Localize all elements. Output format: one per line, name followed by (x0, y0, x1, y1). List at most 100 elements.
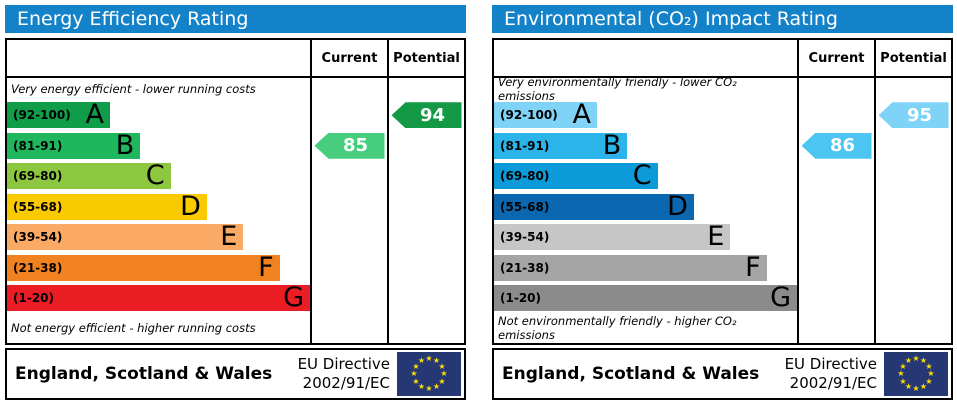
top-caption: Very environmentally friendly - lower CO… (498, 75, 737, 103)
band-D-bar: (55-68) D (7, 190, 207, 222)
current-rating-arrow: 85 (314, 132, 385, 159)
band-E-range: (39-54) (500, 230, 550, 245)
band-F-range: (21-38) (500, 260, 550, 275)
energy-footer: England, Scotland & Wales EU Directive 2… (5, 348, 466, 400)
current-column-cell (310, 191, 387, 222)
band-F-letter: F (745, 251, 761, 283)
current-column-cell: 85 (310, 130, 387, 161)
eu-star-icon: ★ (417, 356, 426, 365)
current-rating-arrow-value: 86 (829, 135, 856, 157)
co2-rating-table: Current Potential Very environmentally f… (492, 38, 953, 345)
eu-star-icon: ★ (904, 381, 913, 391)
potential-column-cell: 94 (387, 100, 464, 131)
band-row: (69-80) C (7, 161, 310, 192)
potential-column-cell (387, 222, 464, 253)
band-C-letter: C (145, 160, 165, 192)
potential-column-cell (874, 191, 951, 222)
current-column-cell (797, 283, 874, 314)
band-G-range: (1-20) (500, 291, 541, 306)
eu-star-icon: ★ (438, 376, 446, 386)
potential-column-cell (874, 252, 951, 283)
current-column-cell (310, 78, 387, 100)
band-A-range: (92-100) (13, 108, 71, 123)
eu-star-icon: ★ (912, 384, 920, 393)
current-column-cell (310, 252, 387, 283)
eu-star-icon: ★ (417, 381, 426, 391)
current-rating-arrow-value: 85 (342, 135, 369, 157)
band-C-bar: (69-80) C (7, 160, 171, 192)
eu-star-icon: ★ (432, 356, 441, 365)
current-column-cell: 86 (797, 130, 874, 161)
potential-column-cell (874, 283, 951, 314)
band-E-bar: (39-54) E (494, 223, 731, 251)
band-D-letter: D (180, 190, 201, 222)
band-row: (21-38) F (494, 253, 797, 284)
band-row: (92-100) A (494, 100, 797, 131)
region-label: England, Scotland & Wales (15, 364, 273, 384)
potential-rating-arrow-value: 95 (906, 104, 933, 126)
band-E-letter: E (220, 221, 238, 253)
band-C-range: (69-80) (13, 169, 63, 184)
eu-directive-label: EU Directive 2002/91/EC (297, 355, 390, 392)
eu-star-icon: ★ (412, 361, 420, 371)
band-B-bar: (81-91) B (494, 132, 628, 159)
band-row: (55-68) D (494, 192, 797, 223)
potential-column-cell (387, 283, 464, 314)
band-A-letter: A (85, 99, 105, 131)
top-caption: Very energy efficient - lower running co… (11, 82, 256, 96)
band-F-letter: F (258, 251, 274, 283)
co2-title: Environmental (CO₂) Impact Rating (504, 8, 838, 30)
band-A-bar: (92-100) A (7, 99, 111, 131)
band-row: (39-54) E (7, 222, 310, 253)
potential-column-cell (874, 161, 951, 192)
current-column-cell (797, 252, 874, 283)
potential-column-cell (387, 191, 464, 222)
current-rating-arrow: 86 (801, 132, 872, 159)
band-row: (21-38) F (7, 253, 310, 284)
bottom-caption: Not environmentally friendly - higher CO… (498, 314, 737, 342)
band-row: (1-20) G (494, 283, 797, 314)
band-C-letter: C (632, 160, 652, 192)
energy-rating-table: Current Potential Very energy efficient … (5, 38, 466, 345)
band-G-bar: (1-20) G (7, 282, 310, 314)
band-row: (92-100) A (7, 100, 310, 131)
band-F-bar: (21-38) F (494, 251, 767, 283)
band-D-bar: (55-68) D (494, 193, 694, 220)
band-row: (81-91) B (7, 131, 310, 162)
eu-directive-label: EU Directive 2002/91/EC (784, 355, 877, 392)
potential-column-cell (874, 222, 951, 253)
current-column-header: Current (797, 40, 874, 78)
potential-column-cell (874, 78, 951, 100)
band-C-range: (69-80) (500, 169, 550, 184)
current-column-cell (310, 313, 387, 343)
current-column-cell (797, 222, 874, 253)
band-G-letter: G (283, 282, 304, 314)
band-B-bar: (81-91) B (7, 132, 141, 159)
potential-column-cell (387, 252, 464, 283)
bottom-caption: Not energy efficient - higher running co… (11, 321, 256, 335)
band-row: (1-20) G (7, 283, 310, 314)
eu-star-icon: ★ (919, 381, 928, 391)
eu-star-icon: ★ (897, 369, 905, 378)
energy-title-bar: Energy Efficiency Rating (5, 5, 466, 33)
eu-star-icon: ★ (410, 369, 418, 378)
band-G-range: (1-20) (13, 291, 54, 306)
region-label: England, Scotland & Wales (502, 364, 760, 384)
potential-column-header: Potential (387, 40, 464, 78)
eu-star-icon: ★ (425, 354, 433, 363)
eu-star-icon: ★ (925, 376, 933, 386)
band-D-range: (55-68) (13, 199, 63, 214)
eu-star-icon: ★ (919, 356, 928, 365)
eu-star-icon: ★ (899, 376, 907, 386)
current-column-cell (797, 313, 874, 343)
current-column-cell (310, 283, 387, 314)
current-column-header: Current (310, 40, 387, 78)
eu-star-icon: ★ (412, 376, 420, 386)
potential-column-cell (874, 313, 951, 343)
potential-column-cell (874, 130, 951, 161)
band-E-bar: (39-54) E (7, 221, 244, 253)
band-F-range: (21-38) (13, 260, 63, 275)
potential-column-cell (387, 313, 464, 343)
band-G-bar: (1-20) G (494, 284, 797, 312)
